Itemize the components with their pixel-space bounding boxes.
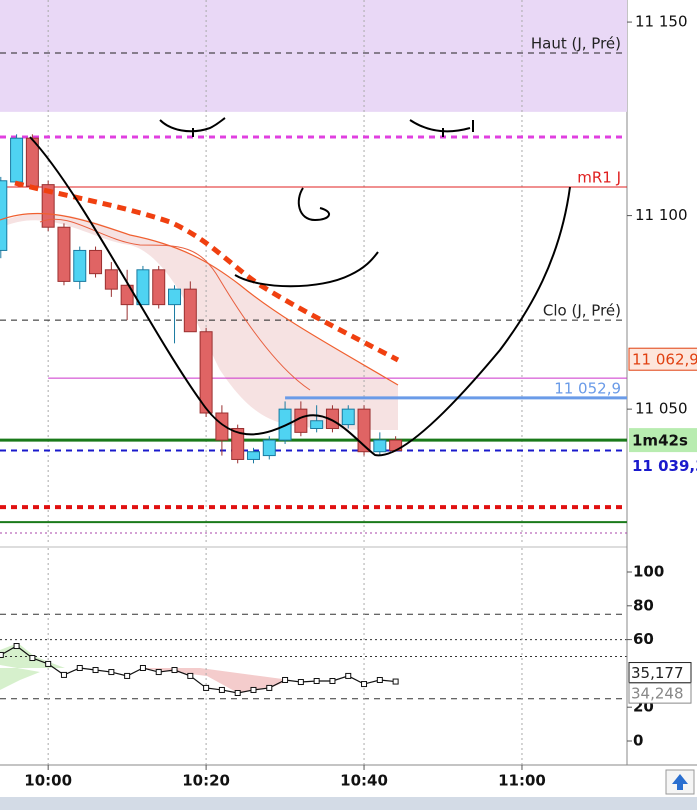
oscillator-point	[171, 667, 178, 674]
hand-drawing	[234, 251, 379, 288]
oscillator-point	[0, 651, 4, 658]
hand-drawing	[297, 187, 330, 222]
level-label: 11 052,9	[554, 379, 621, 397]
x-tick-label: 10:40	[340, 772, 388, 790]
candle-body	[57, 226, 71, 282]
candle-body	[10, 137, 24, 183]
oscillator-point	[329, 678, 336, 685]
candle-body	[0, 180, 8, 251]
price-pane: Haut (J, Pré) mR1 J Clo (J, Pré) 11 052,9	[0, 0, 627, 545]
oscillator-point	[29, 655, 36, 662]
oscillator-point	[60, 671, 67, 678]
level-label: Clo (J, Pré)	[543, 302, 621, 320]
axis-tag: 35,177	[631, 664, 684, 682]
oscillator-point	[92, 667, 99, 674]
y-tick-label: 80	[633, 596, 654, 614]
cloud	[0, 213, 398, 430]
candle-body	[199, 331, 213, 414]
axis-tag-bg	[629, 428, 697, 453]
y-tick-label: 60	[633, 630, 654, 648]
candle-body	[246, 451, 260, 460]
scroll-icon	[672, 774, 688, 790]
drawings	[0, 117, 571, 457]
y-tick-label: 0	[633, 732, 643, 750]
y-tick-label: 11 100	[635, 206, 688, 224]
oscillator-point	[139, 664, 146, 671]
trend-line	[14, 180, 400, 363]
x-tick-label: 10:00	[24, 772, 72, 790]
level-label: mR1 J	[577, 168, 621, 186]
x-tick-label: 11:00	[498, 772, 546, 790]
axis-tag: 34,248	[631, 685, 684, 703]
oscillator-point	[124, 672, 131, 679]
oscillator-pane	[0, 548, 627, 765]
candle-body	[120, 284, 134, 306]
oscillator-point	[155, 669, 162, 676]
oscillator-point	[108, 669, 115, 676]
oscillator-point	[187, 672, 194, 679]
y-tick-label: 11 050	[635, 400, 688, 418]
oscillator-point	[203, 684, 210, 691]
candle-body	[325, 408, 339, 429]
candle-body	[104, 269, 118, 290]
oscillator-point	[266, 684, 273, 691]
candle-body	[152, 269, 166, 306]
candle-body	[136, 269, 150, 306]
oscillator-point	[313, 678, 320, 685]
oscillator-point	[297, 679, 304, 686]
candle-body	[168, 288, 182, 306]
axis-tag: 11 062,9	[632, 351, 697, 369]
candle-body	[341, 408, 355, 426]
y-tick-label: 100	[633, 562, 664, 580]
oscillator-fill	[140, 668, 290, 693]
candle-body	[231, 427, 245, 460]
axis-tag: 11 039,3	[632, 457, 697, 475]
moving-average	[39, 218, 311, 391]
axis-tag-bg	[628, 662, 692, 684]
axis-tag-bg	[628, 682, 692, 704]
candle-body	[89, 249, 103, 275]
oscillator-point	[234, 690, 241, 697]
hand-drawing	[159, 117, 226, 137]
axis-tag: 1m42s	[632, 432, 688, 450]
candle-body	[310, 420, 324, 429]
oscillator-point	[345, 672, 352, 679]
zone	[0, 0, 627, 112]
y-tick-label: 11 150	[635, 13, 688, 31]
candle-body	[41, 184, 55, 228]
candle-body	[373, 439, 387, 453]
candle-body	[183, 288, 197, 333]
hand-drawing	[29, 136, 571, 457]
axis-tag-bg	[628, 347, 697, 371]
oscillator-point	[76, 664, 83, 671]
candle-body	[357, 408, 371, 453]
hand-drawing	[409, 119, 474, 137]
oscillator-point	[218, 686, 225, 693]
oscillator-fill	[0, 643, 65, 690]
candle-body	[73, 249, 87, 282]
moving-average	[0, 212, 399, 386]
oscillator-point	[13, 643, 20, 650]
oscillator-point	[392, 678, 399, 685]
oscillator-point	[376, 676, 383, 683]
oscillator-point	[361, 681, 368, 688]
candle-body	[215, 412, 229, 441]
oscillator-point	[282, 676, 289, 683]
oscillator-point	[250, 686, 257, 693]
level-label: Haut (J, Pré)	[531, 35, 621, 53]
status-bar	[0, 797, 697, 810]
oscillator-point	[45, 660, 52, 667]
candle-body	[262, 439, 276, 457]
x-tick-label: 10:20	[182, 772, 230, 790]
